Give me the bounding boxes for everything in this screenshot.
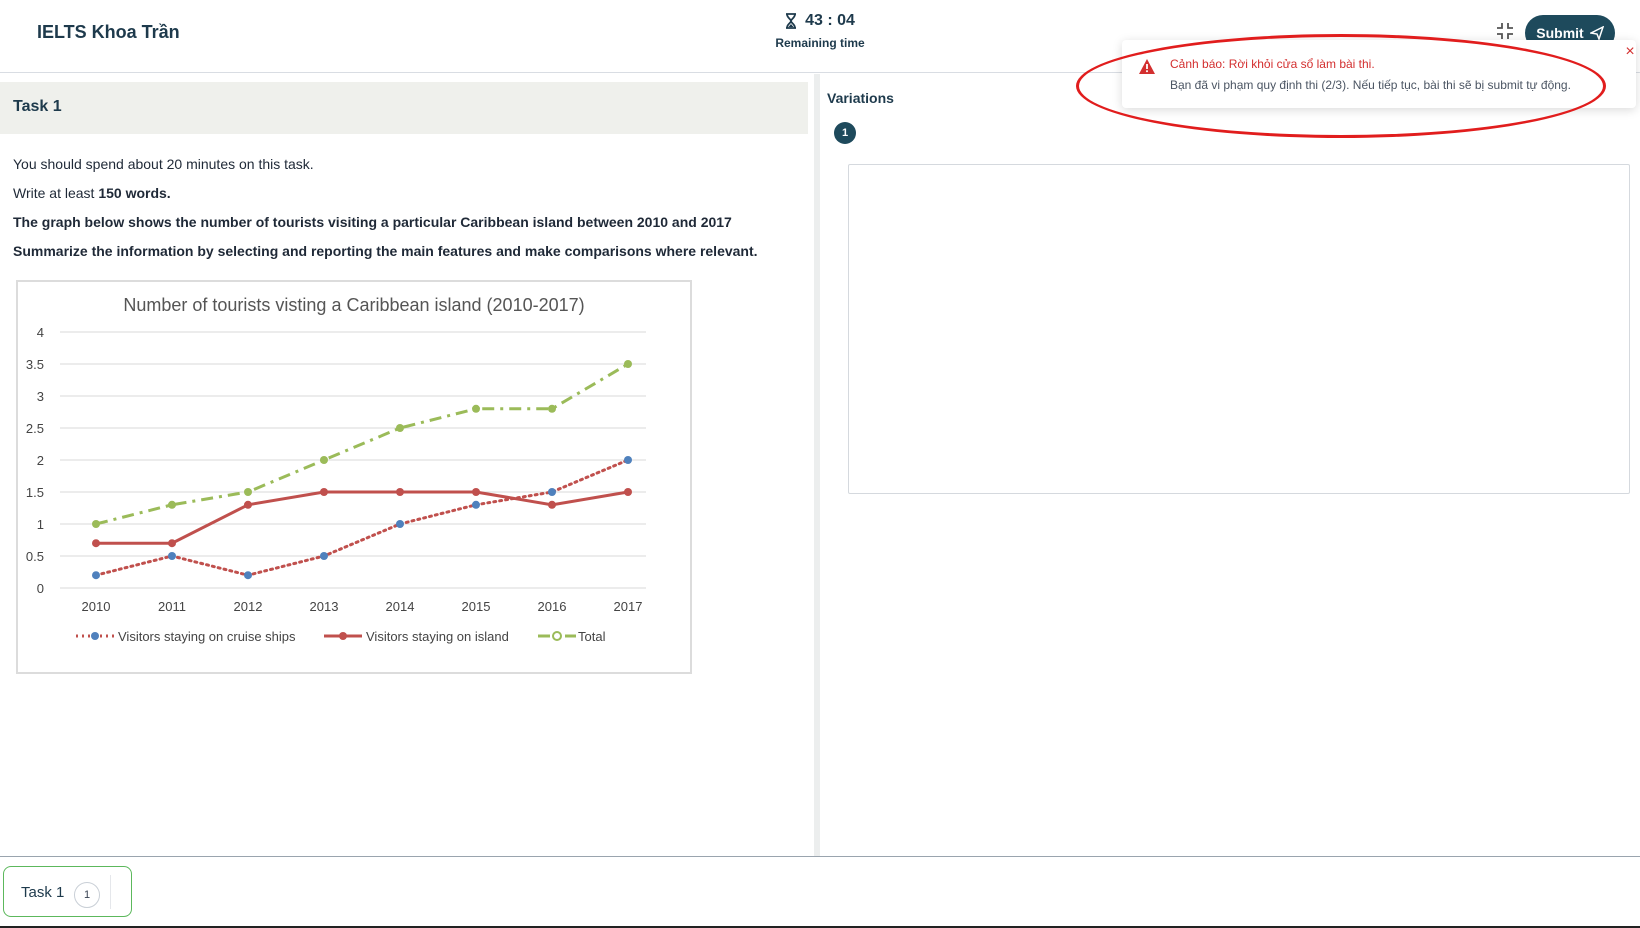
submit-label: Submit: [1536, 25, 1584, 41]
data-point: [168, 500, 176, 509]
data-point: [472, 404, 480, 413]
data-point: [244, 571, 252, 580]
toast-message: Bạn đã vi phạm quy định thi (2/3). Nếu t…: [1170, 78, 1571, 92]
task-title: Task 1: [13, 98, 62, 115]
answer-textarea[interactable]: [848, 164, 1630, 494]
bottom-border: [0, 926, 1640, 928]
data-point: [320, 488, 328, 496]
answer-panel: Variations 1: [820, 74, 1640, 856]
chart-svg: Number of tourists visting a Caribbean i…: [26, 295, 646, 644]
data-point: [624, 456, 632, 464]
brand-title: IELTS Khoa Trần: [37, 22, 180, 42]
data-point: [320, 456, 328, 464]
legend-label: Visitors staying on island: [366, 629, 509, 644]
y-tick-label: 1: [37, 517, 44, 532]
data-point: [396, 488, 404, 496]
warning-icon: [1139, 59, 1155, 74]
task-header: Task 1: [0, 82, 808, 134]
footer-task-count[interactable]: 1: [74, 882, 100, 908]
data-point: [396, 424, 404, 432]
bottom-nav: Task 1 1: [0, 856, 1640, 928]
footer-task-label: Task 1: [21, 884, 65, 901]
legend-label: Visitors staying on cruise ships: [118, 629, 296, 644]
x-tick-label: 2013: [310, 599, 339, 614]
x-tick-label: 2014: [386, 599, 415, 614]
data-point: [92, 520, 100, 528]
data-point: [548, 500, 556, 509]
data-point: [548, 404, 556, 413]
y-tick-label: 0: [37, 581, 44, 596]
instruction-summary: Summarize the information by selecting a…: [13, 243, 758, 259]
data-point: [548, 488, 556, 496]
instruction-words-bold: 150 words.: [98, 185, 171, 201]
legend-label: Total: [578, 629, 606, 644]
variation-1-button[interactable]: 1: [834, 122, 856, 144]
data-point: [472, 500, 480, 509]
series-line: [95, 362, 629, 526]
data-point: [244, 488, 252, 496]
collapse-icon[interactable]: [1494, 20, 1516, 42]
instruction-words: Write at least 150 words.: [13, 185, 171, 201]
close-icon[interactable]: ×: [1625, 43, 1635, 60]
x-tick-label: 2012: [234, 599, 263, 614]
series-line: [94, 458, 630, 577]
x-tick-label: 2017: [614, 599, 643, 614]
send-icon: [1589, 26, 1604, 40]
timer-value: 43 : 04: [805, 12, 855, 29]
y-tick-label: 0.5: [26, 549, 44, 564]
data-point: [624, 488, 632, 496]
data-point: [624, 360, 632, 368]
y-tick-label: 4: [37, 325, 44, 340]
variations-label: Variations: [827, 90, 894, 106]
hourglass-icon: [786, 13, 797, 29]
data-point: [92, 539, 100, 548]
legend-marker: [339, 632, 347, 640]
warning-toast: Cảnh báo: Rời khỏi cửa sổ làm bài thi. B…: [1122, 40, 1636, 108]
line-chart: Number of tourists visting a Caribbean i…: [16, 280, 692, 674]
x-tick-label: 2016: [538, 599, 567, 614]
instruction-time: You should spend about 20 minutes on thi…: [13, 156, 314, 172]
y-tick-label: 3: [37, 389, 44, 404]
footer-task-tab[interactable]: Task 1 1: [3, 866, 132, 917]
x-tick-label: 2011: [158, 599, 186, 614]
data-point: [244, 500, 252, 509]
countdown-timer: 43 : 04 Remaining time: [760, 12, 880, 50]
y-tick-label: 1.5: [26, 485, 44, 500]
y-tick-label: 2.5: [26, 421, 44, 436]
x-tick-label: 2010: [82, 599, 111, 614]
task-panel: Task 1 You should spend about 20 minutes…: [0, 74, 815, 856]
panel-divider[interactable]: [814, 74, 820, 856]
x-tick-label: 2015: [462, 599, 491, 614]
data-point: [168, 539, 176, 548]
instruction-words-prefix: Write at least: [13, 185, 99, 201]
instruction-prompt: The graph below shows the number of tour…: [13, 214, 732, 230]
y-tick-label: 3.5: [26, 357, 44, 372]
toast-title: Cảnh báo: Rời khỏi cửa sổ làm bài thi.: [1170, 57, 1375, 71]
chart-title: Number of tourists visting a Caribbean i…: [123, 295, 584, 315]
series-line: [96, 490, 629, 545]
data-point: [320, 552, 328, 560]
y-tick-label: 2: [37, 453, 44, 468]
legend-marker: [552, 631, 562, 641]
data-point: [396, 520, 404, 528]
legend-marker: [91, 632, 99, 640]
timer-label: Remaining time: [775, 36, 865, 50]
data-point: [168, 552, 176, 560]
data-point: [92, 571, 100, 580]
data-point: [472, 488, 480, 496]
footer-task-divider: [110, 875, 111, 909]
